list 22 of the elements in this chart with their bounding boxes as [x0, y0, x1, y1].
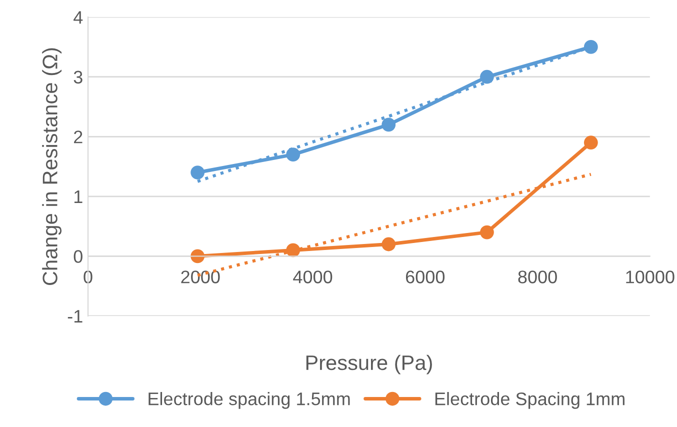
y-tick-label: 3 [74, 70, 82, 84]
legend-label: Electrode spacing 1.5mm [148, 392, 350, 409]
x-tick-label: 4000 [293, 270, 332, 284]
point [480, 70, 494, 84]
point [382, 237, 396, 252]
y-axis-title: Change in Resistance (Ω) [42, 48, 62, 285]
y-tick-label: 0 [74, 250, 82, 263]
point [190, 166, 205, 180]
y-tick-label: 1 [74, 190, 82, 203]
point [382, 118, 396, 132]
point [286, 148, 300, 162]
y-tick-label: 4 [74, 11, 83, 24]
x-tick-label: 8000 [518, 270, 557, 284]
legend-label: Electrode Spacing 1mm [435, 392, 624, 409]
x-axis-title: Pressure (Pa) [306, 354, 432, 374]
y-tick-label: 2 [74, 130, 82, 144]
point [584, 136, 598, 150]
x-tick-label: 6000 [406, 270, 445, 284]
point [584, 40, 598, 54]
point [480, 225, 494, 240]
x-tick-label: 10000 [626, 270, 674, 284]
y-tick-label: -1 [68, 310, 82, 323]
